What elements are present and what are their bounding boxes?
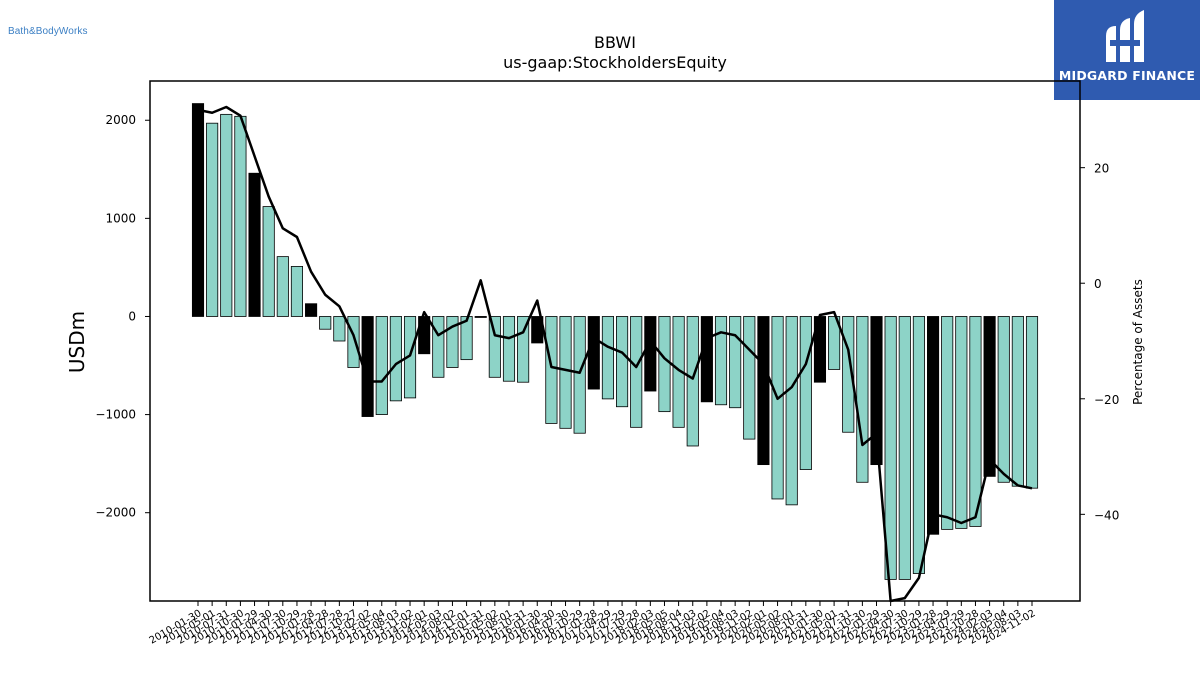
bar xyxy=(884,316,897,580)
bar xyxy=(234,115,247,317)
bar xyxy=(997,316,1010,483)
bar xyxy=(488,316,501,378)
bar xyxy=(714,316,728,406)
bar xyxy=(1011,316,1024,487)
bar xyxy=(206,122,219,317)
y2-axis-label: Percentage of Assets xyxy=(1131,279,1145,405)
bar xyxy=(785,316,798,506)
bar xyxy=(319,316,332,330)
bar xyxy=(517,316,530,383)
bar-series xyxy=(191,103,1039,580)
y-axis-label: USDm xyxy=(65,311,89,373)
bar xyxy=(969,316,982,527)
bar xyxy=(1025,316,1039,489)
y2-tick-label: −40 xyxy=(1094,508,1119,522)
bar xyxy=(856,316,869,483)
bar xyxy=(418,316,431,355)
bar xyxy=(290,266,304,317)
bar xyxy=(191,103,205,317)
y-axis-right: 20 0 −20 −40 xyxy=(1080,162,1119,522)
bar xyxy=(700,316,713,403)
bar xyxy=(502,316,516,382)
bar xyxy=(333,316,346,342)
y-tick-label: 2000 xyxy=(105,113,136,127)
bar xyxy=(927,316,940,535)
bar xyxy=(432,316,445,378)
bar xyxy=(616,316,629,408)
bar xyxy=(983,316,996,477)
bar xyxy=(573,316,586,434)
bar xyxy=(630,316,643,428)
bar xyxy=(644,316,657,392)
bar xyxy=(828,316,841,370)
y2-tick-label: −20 xyxy=(1094,393,1119,407)
bar xyxy=(898,316,911,580)
chart-title: BBWI xyxy=(594,33,636,52)
bar xyxy=(446,316,459,368)
bar xyxy=(305,303,318,317)
bar xyxy=(248,172,261,317)
bar xyxy=(799,316,812,470)
bar xyxy=(389,316,402,402)
y-axis-left: 2000 1000 0 −1000 −2000 xyxy=(95,113,150,520)
bar xyxy=(941,316,954,530)
y2-tick-label: 20 xyxy=(1094,162,1109,176)
bar xyxy=(686,316,699,447)
bar xyxy=(403,316,417,399)
x-axis: 2010-01-302010-05-012010-07-312010-10-30… xyxy=(148,601,1038,647)
bar xyxy=(545,316,558,424)
bar xyxy=(262,206,275,317)
bar xyxy=(347,316,360,368)
bar xyxy=(601,316,614,400)
midgard-finance-label: MIDGARD FINANCE xyxy=(1058,68,1196,83)
bar xyxy=(870,316,883,466)
bar xyxy=(771,316,784,500)
bar xyxy=(757,316,770,466)
bar xyxy=(955,316,968,529)
bar xyxy=(220,113,233,317)
bar xyxy=(658,316,671,413)
bar xyxy=(842,316,855,433)
bar xyxy=(474,316,487,318)
y2-tick-label: 0 xyxy=(1094,277,1102,291)
bar xyxy=(729,316,742,409)
bar xyxy=(912,316,925,574)
y-tick-label: −2000 xyxy=(95,506,136,520)
plot-frame xyxy=(149,80,1081,602)
bar xyxy=(276,256,289,317)
y-tick-label: −1000 xyxy=(95,408,136,422)
y-tick-label: 0 xyxy=(128,309,136,323)
bar xyxy=(743,316,756,440)
chart-subtitle: us-gaap:StockholdersEquity xyxy=(503,53,727,72)
bath-body-works-logo: Bath&BodyWorks xyxy=(8,26,88,37)
bar xyxy=(375,316,388,415)
y-tick-label: 1000 xyxy=(105,211,136,225)
bar xyxy=(460,316,473,361)
midgard-finance-logo: MIDGARD FINANCE xyxy=(1054,0,1200,100)
bar xyxy=(559,316,572,429)
bar xyxy=(587,316,600,390)
midgard-emblem-icon xyxy=(1106,10,1144,62)
